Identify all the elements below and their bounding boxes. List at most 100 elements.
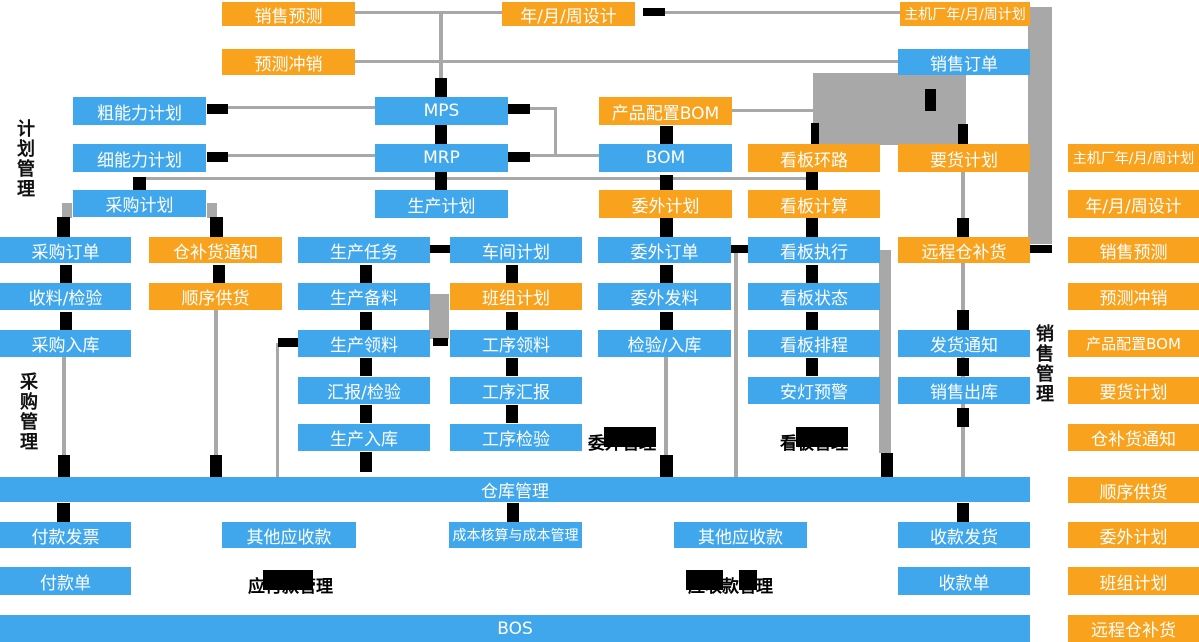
node-product-config-bom: 产品配置BOM (599, 97, 732, 125)
node-andon-warning: 安灯预警 (748, 377, 880, 404)
node-rc-sales-forecast: 销售预测 (1068, 237, 1199, 263)
connector-bar (660, 455, 673, 477)
node-process-picking: 工序领料 (450, 330, 582, 357)
connector-bar (508, 104, 530, 114)
connector-bar (660, 126, 673, 144)
node-kanban-status: 看板状态 (748, 283, 880, 310)
node-rc-demand-plan: 要货计划 (1068, 377, 1199, 404)
connector-bar (210, 217, 223, 237)
redaction-bar (263, 570, 313, 590)
node-rc-team-plan: 班组计划 (1068, 567, 1199, 595)
gray-rect-team-plan-left (429, 294, 449, 339)
connector-bar (506, 265, 518, 283)
node-other-receivables-right: 其他应收款 (674, 522, 807, 548)
connector-bar (360, 452, 372, 472)
node-demand-plan: 要货计划 (898, 144, 1030, 172)
node-purchase-order: 采购订单 (0, 237, 131, 263)
node-outsource-order: 委外订单 (598, 237, 731, 263)
redaction-bar (686, 570, 723, 590)
group-label-sales-management: 销售管理 (1036, 324, 1054, 405)
line-forecast-to-design (355, 11, 502, 14)
node-kanban-loop: 看板环路 (748, 144, 880, 172)
node-receive-inspect: 收料/检验 (0, 283, 131, 310)
connector-bar (957, 218, 969, 237)
node-report-inspect: 汇报/检验 (298, 377, 430, 404)
line-row-178 (140, 177, 813, 180)
connector-bar (925, 89, 936, 111)
redaction-bar (604, 427, 656, 447)
node-outsource-plan: 委外计划 (599, 190, 732, 218)
connector-bar (660, 218, 673, 237)
line-mps-elbow-v (554, 107, 557, 157)
node-process-report: 工序汇报 (450, 377, 582, 404)
connector-bar (506, 405, 518, 423)
node-cost-accounting: 成本核算与成本管理 (449, 522, 582, 548)
node-production-picking: 生产领料 (298, 330, 430, 357)
line-mps-elbow-h (530, 107, 557, 110)
connector-bar (213, 265, 225, 283)
node-rc-year-month-week-design: 年/月/周设计 (1068, 190, 1199, 218)
node-production-task: 生产任务 (298, 237, 430, 263)
redaction-bar (796, 427, 848, 447)
connector-bar (57, 217, 70, 237)
connector-bar (660, 175, 673, 190)
node-bos: BOS (0, 615, 1030, 642)
node-outsource-issue: 委外发料 (598, 283, 731, 310)
redaction-bar (739, 570, 757, 590)
node-kanban-execute: 看板执行 (748, 237, 880, 263)
connector-bar (360, 265, 372, 283)
connector-bar (806, 312, 818, 330)
connector-bar (806, 358, 818, 376)
node-warehouse-replenish-notice: 仓补货通知 (149, 237, 282, 263)
node-payment-invoice: 付款发票 (0, 522, 131, 548)
line-roughcap-to-mps (228, 106, 375, 109)
connector-bar (958, 124, 968, 144)
connector-bar (60, 312, 72, 330)
group-label-purchase-management: 采购管理 (20, 372, 38, 453)
node-sequence-supply: 顺序供货 (149, 283, 282, 310)
connector-bar (806, 218, 818, 237)
connector-bar (957, 408, 969, 427)
node-mrp: MRP (375, 144, 508, 172)
node-rc-remote-warehouse-replenish: 远程仓补货 (1068, 615, 1199, 642)
connector-bar (957, 503, 969, 522)
node-fine-capacity-plan: 细能力计划 (73, 144, 206, 172)
node-rc-outsource-plan: 委外计划 (1068, 522, 1199, 548)
line-pcbom-to-grayrect (732, 109, 813, 112)
line-x736-down (734, 250, 738, 477)
node-remote-warehouse-replenish: 远程仓补货 (898, 237, 1030, 263)
connector-bar (957, 310, 969, 330)
node-workshop-plan: 车间计划 (450, 237, 582, 263)
node-sales-forecast: 销售预测 (222, 2, 355, 27)
connector-bar (957, 358, 969, 376)
node-other-receivables-left: 其他应收款 (222, 522, 356, 548)
node-rc-product-config-bom: 产品配置BOM (1068, 330, 1199, 357)
connector-bar (278, 338, 300, 347)
node-purchase-plan: 采购计划 (73, 190, 206, 217)
connector-bar (806, 172, 818, 190)
node-bom: BOM (599, 144, 732, 172)
node-rc-forecast-writeoff: 预测冲销 (1068, 283, 1199, 310)
gray-flank-right-purchase-plan (207, 203, 217, 218)
gray-rect-top-right (813, 73, 966, 145)
connector-bar (207, 152, 228, 162)
gray-column-right (1028, 7, 1052, 244)
node-receipt-order: 收款单 (898, 567, 1030, 595)
node-rough-capacity-plan: 粗能力计划 (73, 97, 206, 125)
node-year-month-week-design: 年/月/周设计 (502, 2, 635, 27)
node-sales-order: 销售订单 (898, 49, 1030, 75)
connector-bar (806, 265, 818, 283)
connector-bar (207, 104, 228, 114)
connector-bar (506, 312, 518, 330)
connector-bar (57, 503, 70, 522)
connector-bar (210, 455, 222, 477)
connector-bar (133, 177, 146, 190)
line-x277-down (276, 343, 279, 477)
node-sales-outbound: 销售出库 (898, 377, 1030, 404)
connector-bar (58, 455, 70, 477)
node-production-prepare: 生产备料 (298, 283, 430, 310)
connector-bar (507, 503, 519, 522)
line-demand-to-remote (961, 172, 965, 220)
node-kanban-calc: 看板计算 (748, 190, 880, 218)
line-writeoff-to-salesorder (355, 60, 898, 63)
